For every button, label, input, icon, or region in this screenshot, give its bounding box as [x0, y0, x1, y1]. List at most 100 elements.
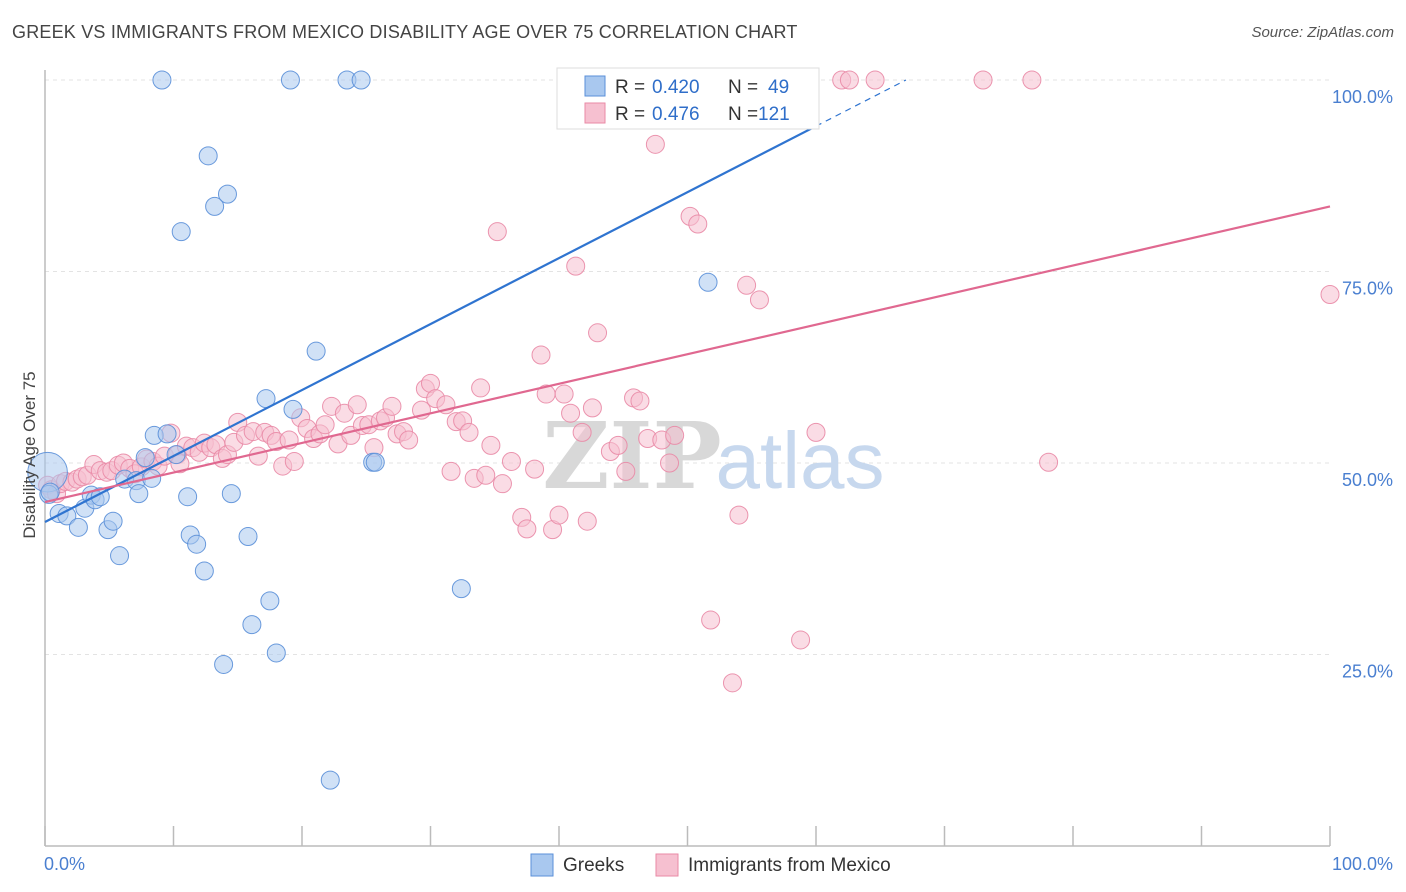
legend-n-label-greeks: N = [728, 77, 758, 98]
watermark-atlas: atlas [716, 416, 885, 505]
legend-r-value-greeks: 0.420 [652, 77, 700, 98]
greeks-point [198, 146, 218, 166]
bottom-legend-swatch-greeks [530, 853, 554, 877]
greeks-point [217, 184, 237, 204]
immigrants-point [459, 422, 479, 442]
immigrants-point [577, 511, 597, 531]
x-tick-label-min: 0.0% [44, 854, 85, 874]
greeks-point [214, 654, 234, 674]
greeks-point [103, 511, 123, 531]
immigrants-point [791, 630, 811, 650]
bottom-legend-label-immigrants: Immigrants from Mexico [688, 855, 891, 876]
greeks-point [260, 591, 280, 611]
x-tick-label-max: 100.0% [1332, 854, 1393, 874]
greeks-point [221, 484, 241, 504]
immigrants-point [1022, 70, 1042, 90]
immigrants-point [284, 451, 304, 471]
bottom-legend-label-greeks: Greeks [563, 855, 624, 876]
greeks-point [135, 448, 155, 468]
greeks-point [110, 546, 130, 566]
immigrants-point [616, 461, 636, 481]
immigrants-point [487, 222, 507, 242]
x-axis-ticks [44, 826, 1331, 846]
immigrants-point [1039, 452, 1059, 472]
immigrants-point [566, 256, 586, 276]
gridlines [45, 79, 1330, 655]
greeks-point [238, 527, 258, 547]
immigrants-point [665, 425, 685, 445]
greeks-point [68, 517, 88, 537]
greeks-point [320, 770, 340, 790]
immigrants-point [806, 422, 826, 442]
immigrants-point [572, 422, 592, 442]
greeks-point [242, 615, 262, 635]
legend-n-value-immigrants: 121 [758, 104, 790, 125]
immigrants-point [517, 519, 537, 539]
greeks-point [266, 643, 286, 663]
trend-line-immigrants [44, 205, 1331, 504]
legend-swatch-immigrants [584, 102, 606, 124]
immigrants-point [525, 459, 545, 479]
immigrants-point [645, 134, 665, 154]
immigrants-point [749, 290, 769, 310]
immigrants-point [471, 378, 491, 398]
greeks-point [178, 487, 198, 507]
series-legend: Greeks Immigrants from Mexico [530, 853, 891, 877]
immigrants-point [722, 673, 742, 693]
immigrants-point [549, 505, 569, 525]
greeks-point [194, 561, 214, 581]
legend-r-value-immigrants: 0.476 [652, 104, 700, 125]
legend-swatch-greeks [584, 75, 606, 97]
immigrants-point [481, 435, 501, 455]
y-tick-labels: 25.0% 50.0% 75.0% 100.0% [1332, 87, 1393, 682]
greeks-point [365, 452, 385, 472]
correlation-legend: R = 0.420 N = 49 R = 0.476 N = 121 [556, 67, 820, 130]
legend-r-label-immigrants: R = [615, 104, 645, 125]
immigrants-point [630, 391, 650, 411]
trend-line-greeks [44, 125, 817, 523]
immigrants-point [476, 465, 496, 485]
immigrants-point [608, 435, 628, 455]
series-immigrants-points [38, 70, 1340, 693]
immigrants-point [839, 70, 859, 90]
immigrants-point [1320, 284, 1340, 304]
immigrants-point [729, 505, 749, 525]
y-tick-label: 25.0% [1342, 662, 1393, 682]
immigrants-point [554, 384, 574, 404]
immigrants-point [248, 446, 268, 466]
immigrants-point [399, 430, 419, 450]
greeks-point [187, 534, 207, 554]
greeks-point [351, 70, 371, 90]
legend-r-label-greeks: R = [615, 77, 645, 98]
immigrants-point [347, 395, 367, 415]
greeks-point [280, 70, 300, 90]
bottom-legend-swatch-immigrants [655, 853, 679, 877]
chart-title: GREEK VS IMMIGRANTS FROM MEXICO DISABILI… [12, 22, 798, 42]
immigrants-point [973, 70, 993, 90]
y-tick-label: 100.0% [1332, 87, 1393, 107]
greeks-point [152, 70, 172, 90]
trend-line-greeks-extension [815, 79, 907, 127]
immigrants-point [688, 214, 708, 234]
greeks-point [283, 399, 303, 419]
greeks-point [451, 579, 471, 599]
immigrants-point [531, 345, 551, 365]
greeks-point [698, 272, 718, 292]
trend-lines [44, 79, 1331, 523]
immigrants-point [582, 398, 602, 418]
source-label: Source: ZipAtlas.com [1251, 24, 1394, 41]
immigrants-point [865, 70, 885, 90]
immigrants-point [660, 453, 680, 473]
greeks-point [157, 424, 177, 444]
immigrants-point [382, 396, 402, 416]
immigrants-point [737, 275, 757, 295]
immigrants-point [441, 461, 461, 481]
immigrants-point [492, 474, 512, 494]
legend-n-label-immigrants: N = [728, 104, 758, 125]
immigrants-point [315, 415, 335, 435]
immigrants-point [701, 610, 721, 630]
y-tick-label: 75.0% [1342, 279, 1393, 299]
greeks-point [205, 196, 225, 216]
immigrants-point [561, 403, 581, 423]
greeks-point [171, 222, 191, 242]
